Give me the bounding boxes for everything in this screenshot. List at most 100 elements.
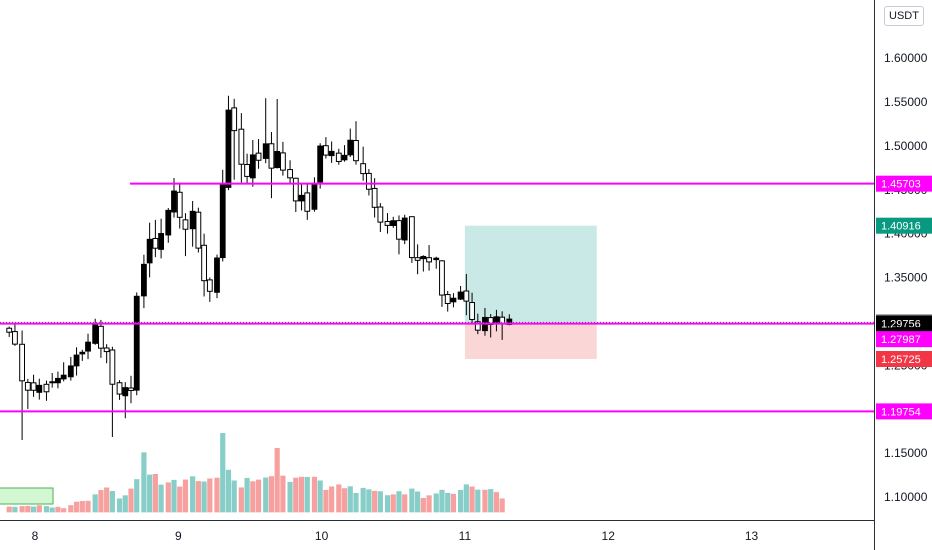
volume-bar: [225, 469, 232, 513]
volume-bar: [439, 489, 445, 513]
candle-body: [420, 255, 427, 260]
volume-bar: [92, 494, 98, 513]
candle-body: [347, 139, 354, 156]
x-tick-label: 10: [315, 529, 329, 543]
volume-bar: [85, 500, 91, 513]
volume-bar: [268, 476, 275, 513]
volume-bar: [475, 489, 481, 513]
candle-body: [365, 172, 372, 190]
volume-bar: [336, 484, 342, 513]
volume-bar: [128, 488, 134, 513]
volume-bar: [433, 493, 439, 513]
candle-body: [92, 323, 99, 344]
volume-bar: [329, 486, 335, 513]
candle-body: [201, 244, 207, 282]
candle-body: [133, 295, 140, 391]
volume-bar: [19, 506, 25, 513]
candle-body: [396, 220, 402, 240]
candle-body: [214, 257, 220, 293]
volume-bar: [250, 481, 256, 513]
volume-bar: [141, 452, 147, 513]
volume-bar: [347, 486, 353, 513]
candle-body: [360, 163, 367, 175]
position-tool[interactable]: [464, 225, 597, 359]
volume-bar: [493, 492, 500, 513]
candle-body: [493, 316, 500, 323]
candle-body: [55, 377, 61, 384]
candle-body: [19, 343, 26, 382]
horizontal-levels[interactable]: [0, 182, 874, 413]
volume-bar: [171, 479, 177, 513]
volume-bar: [402, 494, 408, 513]
volume-bar: [287, 481, 293, 513]
volume-bar: [377, 491, 383, 513]
candle-body: [73, 354, 80, 367]
candle-body: [268, 143, 275, 169]
volume-bar: [463, 484, 469, 513]
volume-bar: [298, 476, 305, 513]
volume-bar: [73, 501, 80, 513]
volume-bar: [214, 477, 220, 513]
volume-bar: [55, 506, 61, 513]
currency-badge[interactable]: USDT: [884, 6, 924, 26]
volume-bar: [323, 489, 329, 513]
price-tag: [876, 350, 932, 367]
volume-bar: [201, 481, 207, 513]
candle-body: [450, 297, 457, 303]
volume-bar: [12, 506, 18, 513]
highlight-box: [0, 487, 54, 505]
x-tick-label: 8: [32, 529, 39, 543]
candle-body: [176, 191, 183, 218]
volume-bar: [420, 497, 426, 513]
volume-bar: [255, 479, 262, 513]
volume-bar: [30, 506, 37, 513]
price-tags: 1.457031.409161.299001.2975624:311.27987…: [876, 175, 932, 420]
candle-body: [231, 107, 238, 132]
volume-bar: [469, 486, 475, 513]
y-tick-label: 1.35000: [884, 271, 928, 285]
candle-body: [304, 192, 311, 212]
y-tick-label: 1.60000: [884, 51, 928, 65]
candle-body: [474, 321, 481, 331]
candle-body: [128, 387, 134, 391]
candle-body: [189, 210, 196, 230]
volume-bar: [231, 480, 237, 513]
x-tick-label: 11: [459, 529, 472, 543]
candle-body: [30, 382, 37, 391]
candle-body: [182, 219, 189, 230]
volume-bar: [61, 508, 67, 513]
volume-bar: [36, 505, 42, 513]
volume-bar: [482, 489, 488, 513]
volume-bar: [409, 488, 415, 513]
candle-body: [401, 217, 408, 241]
candle-body: [141, 263, 147, 297]
volume-bar: [177, 486, 183, 513]
candle-body: [98, 325, 104, 349]
volume-bar: [499, 498, 505, 513]
candle-body: [292, 177, 299, 202]
candle-body: [171, 190, 177, 213]
volume-bar: [158, 484, 164, 513]
volume-bar: [165, 482, 171, 513]
x-tick-label: 9: [175, 529, 182, 543]
volume-bar: [293, 477, 299, 513]
volume-bar: [244, 477, 250, 513]
volume-bar: [317, 480, 323, 513]
candle-body: [116, 382, 123, 395]
candle-body: [433, 257, 440, 261]
candle-body: [6, 327, 13, 333]
volume-bar: [341, 488, 348, 513]
candle-body: [79, 351, 86, 355]
candle-body: [439, 260, 445, 296]
price-tag-label: 1.25725: [881, 354, 921, 366]
candle-body: [255, 152, 262, 161]
candle-body: [158, 233, 165, 250]
candle-body: [225, 109, 232, 188]
volume-bar: [43, 506, 50, 513]
volume-bar: [415, 491, 421, 513]
y-tick-label: 1.15000: [884, 446, 928, 460]
volume-bar: [353, 492, 359, 513]
candle-body: [311, 182, 318, 210]
